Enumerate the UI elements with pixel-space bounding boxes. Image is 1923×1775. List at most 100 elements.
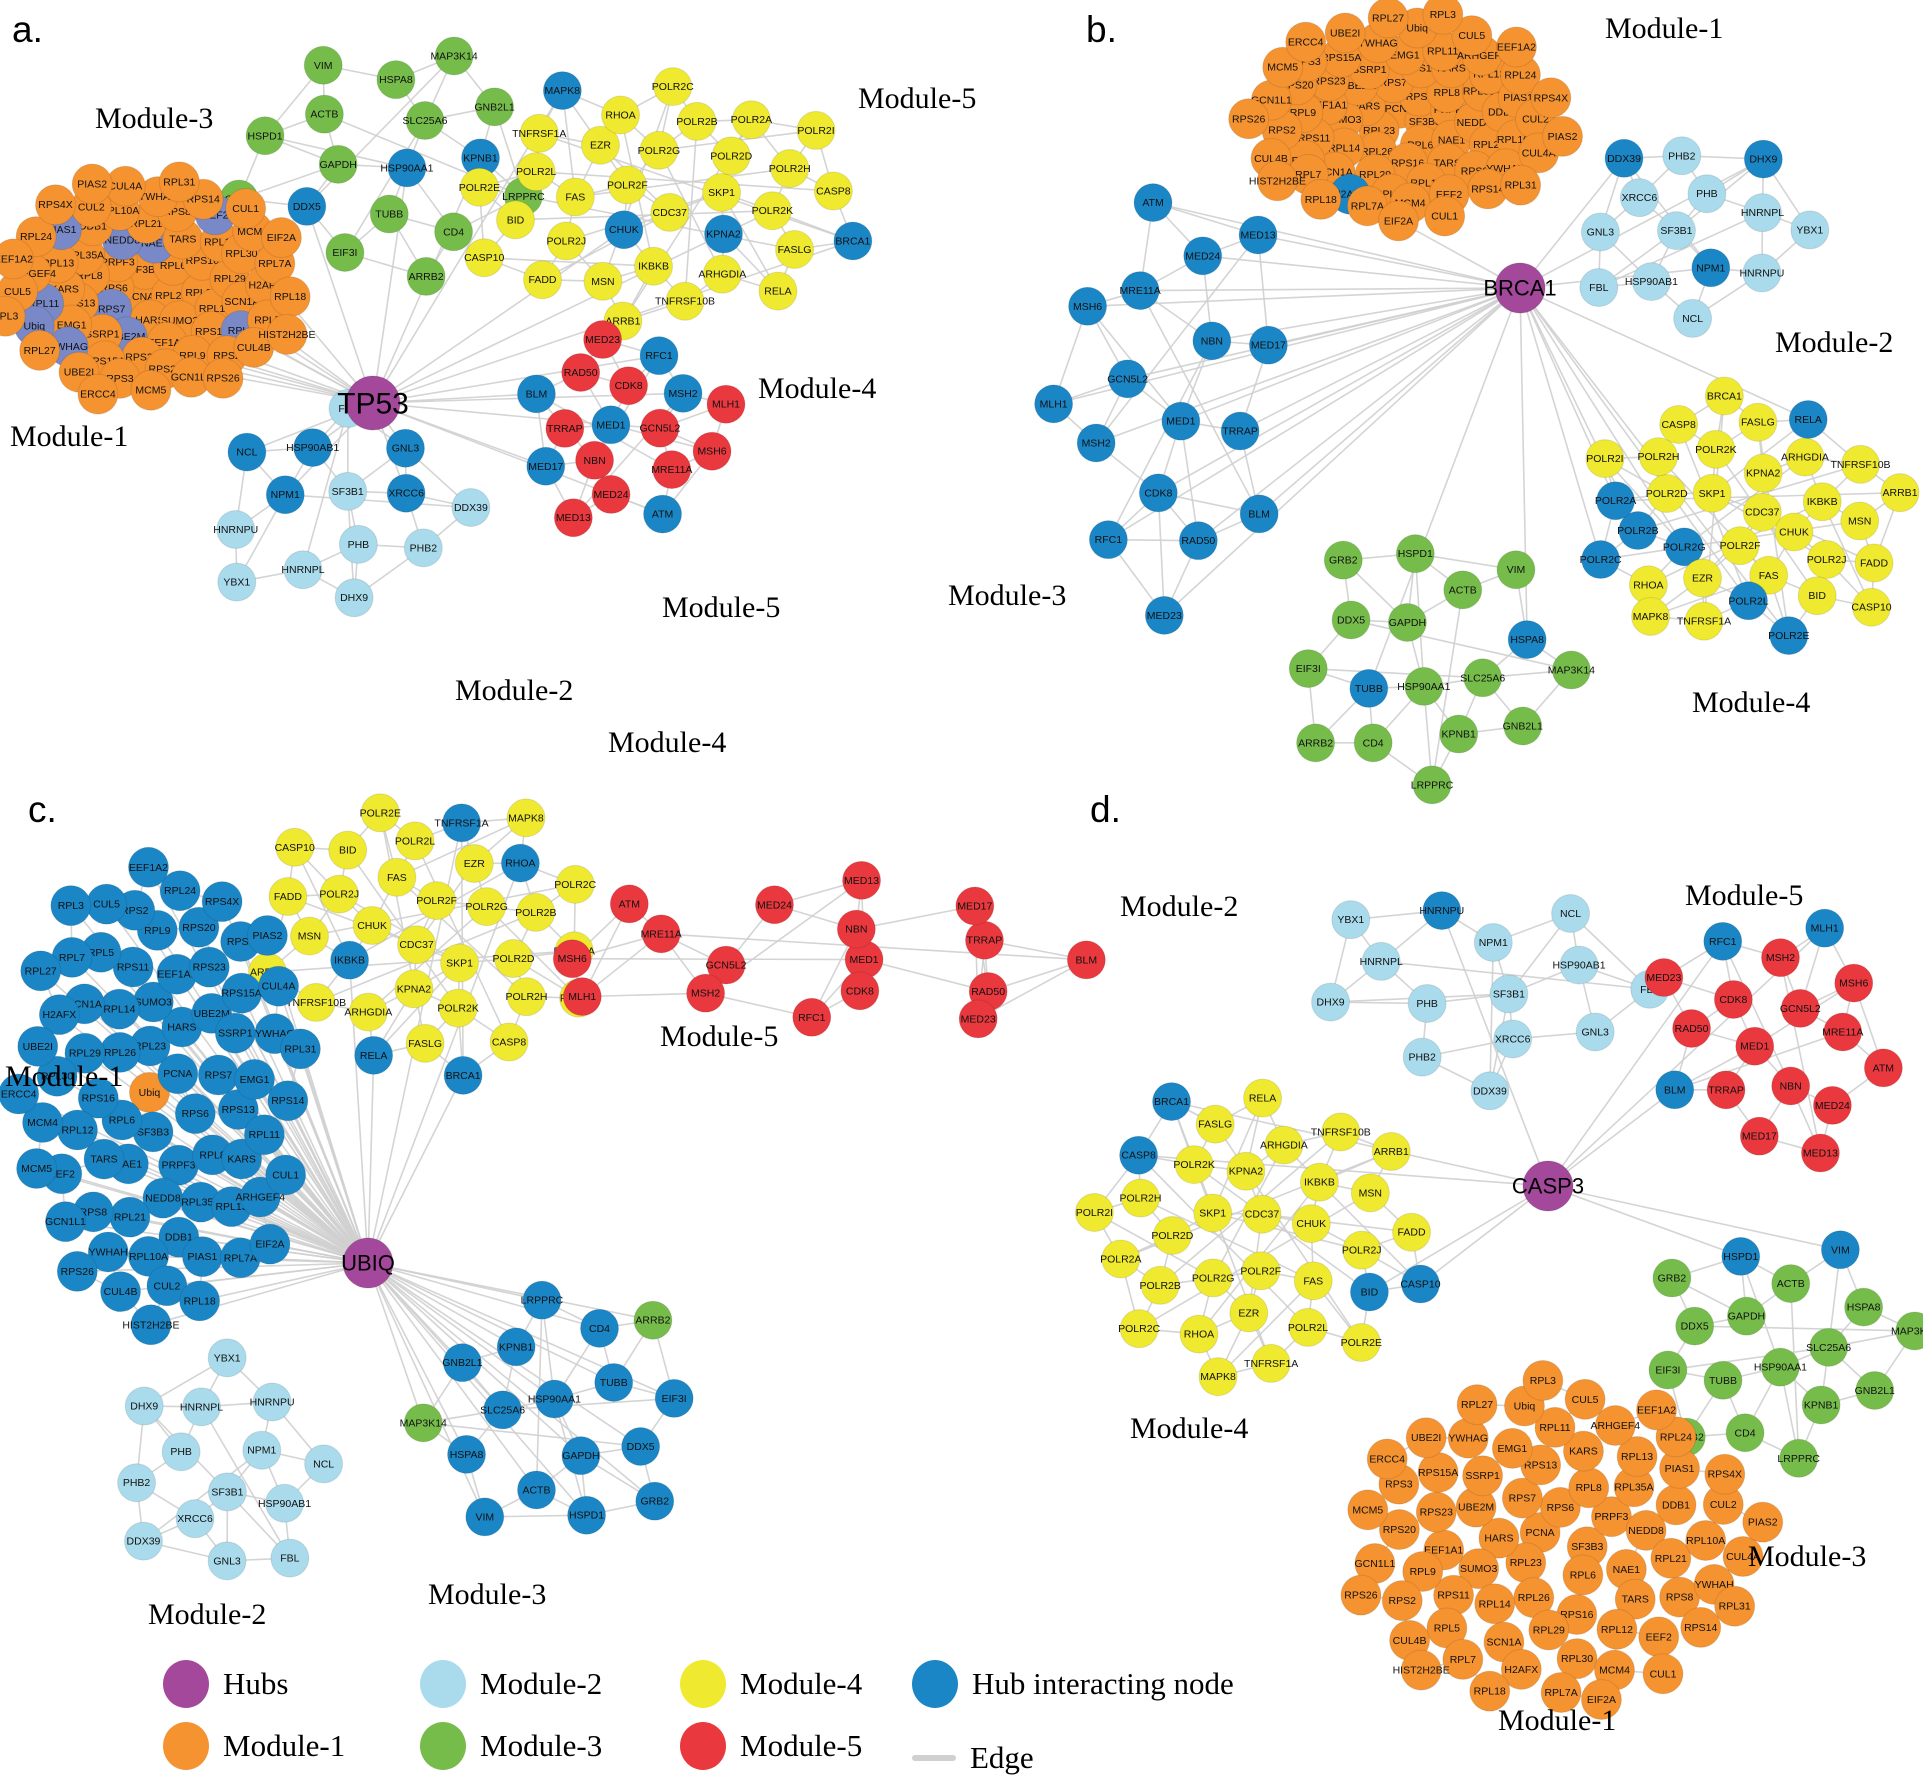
node-label: RPS11 bbox=[1437, 1590, 1470, 1602]
node-CHUK bbox=[604, 210, 644, 250]
node-label: MAP3K14 bbox=[1891, 1325, 1923, 1337]
node-HNRNPU bbox=[1742, 253, 1782, 293]
node-LRPPRC bbox=[1412, 765, 1452, 805]
node-label: UBE2M bbox=[1458, 1502, 1494, 1514]
node-FADD bbox=[1854, 543, 1894, 583]
node-XRCC6 bbox=[175, 1499, 215, 1539]
node-label: YBX1 bbox=[1796, 224, 1823, 236]
node-label: GAPDH bbox=[562, 1450, 599, 1462]
hub-edge bbox=[1095, 287, 1521, 444]
node-MCM5 bbox=[16, 1148, 58, 1190]
node-label: CASP8 bbox=[1661, 419, 1696, 431]
node-DDX5 bbox=[1331, 600, 1371, 640]
node-label: PCNA bbox=[1526, 1527, 1555, 1539]
panel-letter: d. bbox=[1090, 789, 1121, 830]
edge bbox=[515, 209, 773, 221]
node-MLH1 bbox=[1805, 908, 1845, 948]
node-label: RPL7 bbox=[1295, 169, 1321, 181]
node-TARS bbox=[83, 1138, 125, 1180]
node-label: MRE11A bbox=[651, 464, 692, 476]
node-label: MED17 bbox=[1742, 1131, 1777, 1143]
node-label: RPS14 bbox=[1471, 183, 1504, 195]
node-label: POLR2F bbox=[607, 179, 648, 191]
nodes-layer: HSP90AA1 GAPDH SLC25A6 TUBB ACTB KPNB1 DDX5 HSP… bbox=[0, 0, 1923, 1721]
node-label: HARS bbox=[167, 1022, 196, 1034]
node-label: Ubiq bbox=[24, 321, 46, 333]
node-label: CUL5 bbox=[1458, 30, 1485, 42]
node-FASLG bbox=[1195, 1104, 1235, 1144]
edge bbox=[1381, 960, 1650, 991]
node-label: RPS8 bbox=[1666, 1592, 1694, 1604]
module-label: Module-1 bbox=[1605, 12, 1723, 45]
module-4-swatch bbox=[680, 1660, 726, 1708]
node-label: BID bbox=[339, 845, 357, 857]
node-POLR2E bbox=[1769, 616, 1809, 656]
node-label: RFC1 bbox=[1709, 936, 1737, 948]
node-label: FADD bbox=[529, 274, 557, 286]
hub-edge bbox=[1257, 234, 1521, 289]
node-MRE11A bbox=[652, 450, 692, 490]
node-label: CHUK bbox=[357, 920, 387, 932]
node-RPL30 bbox=[36, 1055, 78, 1097]
node-MSH6 bbox=[1834, 963, 1874, 1003]
node-TNFRSF1A bbox=[1251, 1343, 1291, 1383]
node-label: MED13 bbox=[844, 875, 879, 887]
node-MED17 bbox=[1248, 325, 1288, 365]
node-FASLG bbox=[405, 1023, 445, 1063]
node-label: MAPK8 bbox=[545, 85, 581, 97]
node-label: GCN5L2 bbox=[706, 960, 747, 972]
legend-item-module-4: Module-4 bbox=[680, 1660, 862, 1708]
node-label: POLR2I bbox=[797, 125, 834, 137]
node-HSP90AB1 bbox=[1559, 945, 1599, 985]
hub-edge bbox=[367, 1262, 468, 1455]
node-label: CD4 bbox=[1735, 1427, 1756, 1439]
node-ARHGDIA bbox=[702, 254, 742, 294]
node-POLR2L bbox=[395, 821, 435, 861]
node-POLR2J bbox=[1807, 539, 1847, 579]
node-label: LRPPRC bbox=[1411, 779, 1454, 791]
node-CUL1 bbox=[225, 188, 267, 230]
node-label: RPS2 bbox=[1268, 125, 1296, 137]
legend-item-module-3: Module-3 bbox=[420, 1722, 602, 1770]
node-label: RELA bbox=[764, 286, 791, 298]
node-HSPA8 bbox=[1507, 620, 1547, 660]
node-BID bbox=[328, 830, 368, 870]
edge bbox=[1308, 667, 1483, 679]
edge bbox=[1138, 1154, 1309, 1328]
module-label: Module-5 bbox=[662, 591, 780, 624]
node-label: IKBKB bbox=[638, 261, 669, 273]
node-HSP90AB1 bbox=[293, 428, 333, 468]
node-MSH2 bbox=[1760, 938, 1800, 978]
node-GNL3 bbox=[385, 428, 425, 468]
node-label: POLR2B bbox=[676, 116, 717, 128]
node-label: YBX1 bbox=[214, 1352, 241, 1364]
node-label: EEF1A1 bbox=[157, 969, 196, 981]
node-VIM bbox=[465, 1497, 505, 1537]
node-TNFRSF1A bbox=[519, 113, 559, 153]
node-label: RPS7 bbox=[1379, 77, 1407, 89]
node-FASLG bbox=[1738, 402, 1778, 442]
node-label: MSN bbox=[1848, 516, 1871, 528]
node-RELA bbox=[1788, 399, 1828, 439]
edge bbox=[1667, 1346, 1829, 1371]
node-label: KPNA2 bbox=[1746, 468, 1781, 480]
node-label: CASP10 bbox=[464, 252, 504, 264]
node-label: BLM bbox=[526, 388, 548, 400]
node-PHB bbox=[338, 524, 378, 564]
node-label: GCN1L1 bbox=[1354, 1558, 1395, 1570]
node-label: POLR2A bbox=[731, 114, 772, 126]
node-label: RPL6 bbox=[1570, 1570, 1596, 1582]
node-MED13 bbox=[1238, 215, 1278, 255]
node-HSPA8 bbox=[447, 1434, 487, 1474]
node-label: YWHAG bbox=[1358, 37, 1398, 49]
node-label: RPS4X bbox=[205, 896, 239, 908]
edge bbox=[1350, 619, 1572, 671]
node-label: POLR2E bbox=[459, 182, 500, 194]
node-MSN bbox=[289, 916, 329, 956]
node-label: VIM bbox=[1831, 1244, 1850, 1256]
node-label: SUMO3 bbox=[1460, 1563, 1498, 1575]
node-label: HSPD1 bbox=[569, 1510, 604, 1522]
node-label: RPS2 bbox=[121, 905, 149, 917]
node-VIM bbox=[1496, 550, 1536, 590]
node-SLC25A6 bbox=[405, 101, 445, 141]
